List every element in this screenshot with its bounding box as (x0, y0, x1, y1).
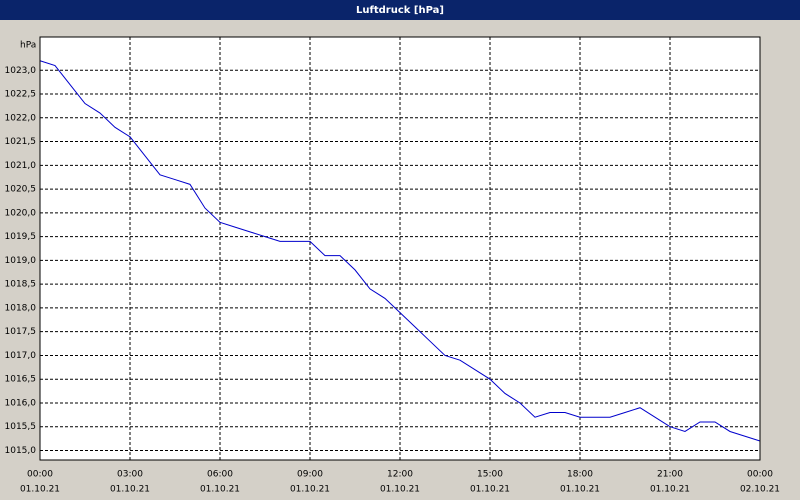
y-tick-label: 1018,0 (5, 303, 37, 313)
x-tick-label: 18:00 (567, 470, 593, 480)
x-tick-label: 00:00 (747, 470, 773, 480)
y-tick-label: 1015,5 (5, 422, 37, 432)
x-tick-label: 03:00 (117, 470, 143, 480)
y-tick-label: 1015,0 (5, 446, 37, 456)
y-tick-label: 1023,0 (5, 66, 37, 76)
line (39, 60, 761, 442)
x-tick-date: 01.10.21 (290, 485, 330, 495)
y-tick-label: 1019,5 (5, 232, 37, 242)
x-tick-date: 01.10.21 (200, 485, 240, 495)
y-tick-label: 1020,0 (5, 208, 37, 218)
y-tick-label: 1021,0 (5, 161, 37, 171)
y-tick-label: 1020,5 (5, 185, 37, 195)
x-tick-date: 01.10.21 (560, 485, 600, 495)
y-tick-label: 1018,5 (5, 280, 37, 290)
x-tick-date: 01.10.21 (380, 485, 420, 495)
x-tick-date: 02.10.21 (740, 485, 780, 495)
title-bar (0, 0, 800, 20)
y-tick-label: 1019,0 (5, 256, 37, 266)
x-tick-label: 06:00 (207, 470, 233, 480)
x-tick-label: 00:00 (27, 470, 53, 480)
y-axis-label: hPa (20, 41, 36, 51)
y-tick-label: 1022,5 (5, 90, 37, 100)
x-tick-label: 21:00 (657, 470, 683, 480)
x-tick-date: 01.10.21 (110, 485, 150, 495)
y-tick-label: 1021,5 (5, 137, 37, 147)
x-tick-date: 01.10.21 (470, 485, 510, 495)
x-tick-date: 01.10.21 (650, 485, 690, 495)
y-tick-label: 1022,0 (5, 113, 37, 123)
x-tick-date: 01.10.21 (20, 485, 60, 495)
chart-title: Luftdruck [hPa] (356, 5, 444, 16)
y-tick-label: 1017,0 (5, 351, 37, 361)
y-tick-label: 1016,0 (5, 398, 37, 408)
y-tick-label: 1016,5 (5, 375, 37, 385)
y-tick-label: 1017,5 (5, 327, 37, 337)
x-tick-label: 12:00 (387, 470, 413, 480)
plot-border (39, 36, 761, 461)
x-tick-label: 15:00 (477, 470, 503, 480)
x-tick-label: 09:00 (297, 470, 323, 480)
